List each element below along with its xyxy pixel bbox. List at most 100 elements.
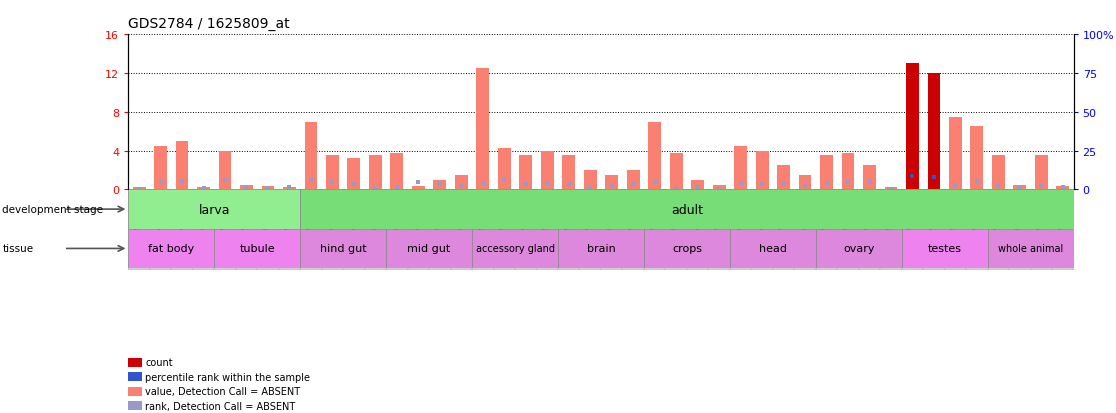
Text: GSM188087: GSM188087 bbox=[628, 194, 637, 240]
Bar bbox=[391, 153, 403, 190]
Text: mid gut: mid gut bbox=[407, 244, 451, 254]
Text: rank, Detection Call = ABSENT: rank, Detection Call = ABSENT bbox=[145, 401, 296, 411]
Text: GSM188100: GSM188100 bbox=[221, 194, 230, 240]
Text: head: head bbox=[759, 244, 787, 254]
Bar bbox=[644, 229, 730, 268]
Text: GSM188085: GSM188085 bbox=[586, 194, 595, 240]
Bar bbox=[172, 190, 193, 271]
Text: GSM188112: GSM188112 bbox=[994, 194, 1003, 240]
Bar bbox=[902, 229, 988, 268]
Bar bbox=[347, 159, 360, 190]
Text: brain: brain bbox=[587, 244, 615, 254]
Bar bbox=[923, 190, 944, 271]
Text: accessory gland: accessory gland bbox=[475, 244, 555, 254]
Text: adult: adult bbox=[671, 203, 703, 216]
Bar bbox=[906, 64, 918, 190]
Bar bbox=[214, 190, 235, 271]
Bar bbox=[1057, 186, 1069, 190]
Text: GSM188096: GSM188096 bbox=[737, 194, 745, 240]
Bar bbox=[235, 190, 257, 271]
Bar bbox=[1009, 190, 1031, 271]
Bar bbox=[795, 190, 816, 271]
Text: GSM188093: GSM188093 bbox=[156, 194, 165, 240]
Text: tubule: tubule bbox=[240, 244, 275, 254]
Bar bbox=[1030, 190, 1052, 271]
Bar bbox=[859, 190, 881, 271]
Text: hind gut: hind gut bbox=[320, 244, 366, 254]
Bar bbox=[730, 229, 816, 268]
Bar bbox=[455, 176, 468, 190]
Text: testes: testes bbox=[927, 244, 962, 254]
Text: GSM188109: GSM188109 bbox=[930, 194, 939, 240]
Text: GSM188099: GSM188099 bbox=[800, 194, 809, 240]
Bar bbox=[537, 190, 558, 271]
Bar bbox=[734, 147, 747, 190]
Text: ovary: ovary bbox=[843, 244, 875, 254]
Bar bbox=[214, 229, 300, 268]
Text: GSM188075: GSM188075 bbox=[371, 194, 379, 240]
Bar bbox=[558, 229, 644, 268]
Bar bbox=[128, 190, 150, 271]
Bar bbox=[1052, 190, 1074, 271]
Bar bbox=[841, 153, 855, 190]
Text: GSM188095: GSM188095 bbox=[199, 194, 208, 240]
Text: GSM188080: GSM188080 bbox=[479, 194, 488, 240]
Bar bbox=[627, 171, 639, 190]
Text: GSM188094: GSM188094 bbox=[177, 194, 186, 240]
Bar bbox=[1013, 185, 1027, 190]
Text: GSM188092: GSM188092 bbox=[135, 194, 144, 240]
Bar bbox=[365, 190, 386, 271]
Bar bbox=[584, 171, 597, 190]
Bar bbox=[300, 229, 386, 268]
Text: GSM188076: GSM188076 bbox=[393, 194, 402, 240]
Bar bbox=[992, 156, 1004, 190]
Bar bbox=[472, 190, 493, 271]
Text: GSM188105: GSM188105 bbox=[844, 194, 853, 240]
Text: GSM188110: GSM188110 bbox=[951, 194, 960, 240]
Text: GSM188089: GSM188089 bbox=[672, 194, 681, 240]
Bar bbox=[472, 229, 558, 268]
Bar bbox=[433, 180, 446, 190]
Text: percentile rank within the sample: percentile rank within the sample bbox=[145, 372, 310, 382]
Bar bbox=[799, 176, 811, 190]
Bar bbox=[713, 185, 725, 190]
Text: fat body: fat body bbox=[148, 244, 194, 254]
Text: GSM188077: GSM188077 bbox=[414, 194, 423, 240]
Bar bbox=[966, 190, 988, 271]
Bar bbox=[623, 190, 644, 271]
Bar bbox=[219, 151, 231, 190]
Bar bbox=[665, 190, 686, 271]
Text: GSM188072: GSM188072 bbox=[307, 194, 316, 240]
Bar bbox=[579, 190, 600, 271]
Text: GSM188082: GSM188082 bbox=[521, 194, 530, 240]
Bar bbox=[477, 69, 489, 190]
Bar bbox=[261, 186, 275, 190]
Bar bbox=[971, 127, 983, 190]
Text: GSM188074: GSM188074 bbox=[349, 194, 358, 240]
Bar bbox=[386, 190, 407, 271]
Text: GDS2784 / 1625809_at: GDS2784 / 1625809_at bbox=[128, 17, 290, 31]
Bar bbox=[670, 153, 683, 190]
Bar bbox=[686, 190, 709, 271]
Bar bbox=[777, 166, 790, 190]
Bar bbox=[751, 190, 772, 271]
Bar bbox=[279, 190, 300, 271]
Text: GSM188083: GSM188083 bbox=[542, 194, 551, 240]
Bar bbox=[283, 187, 296, 190]
Text: GSM188106: GSM188106 bbox=[865, 194, 874, 240]
Text: GSM188113: GSM188113 bbox=[1016, 194, 1024, 240]
Text: GSM188107: GSM188107 bbox=[886, 194, 895, 240]
Bar bbox=[949, 117, 962, 190]
Bar bbox=[300, 190, 1074, 229]
Text: GSM188088: GSM188088 bbox=[651, 194, 660, 240]
Bar bbox=[326, 156, 339, 190]
Text: larva: larva bbox=[199, 203, 230, 216]
Bar bbox=[1035, 156, 1048, 190]
Bar bbox=[644, 190, 665, 271]
Text: GSM188081: GSM188081 bbox=[500, 194, 509, 240]
Text: count: count bbox=[145, 357, 173, 367]
Text: crops: crops bbox=[672, 244, 702, 254]
Text: GSM188086: GSM188086 bbox=[607, 194, 616, 240]
Bar bbox=[816, 229, 902, 268]
Bar bbox=[648, 122, 661, 190]
